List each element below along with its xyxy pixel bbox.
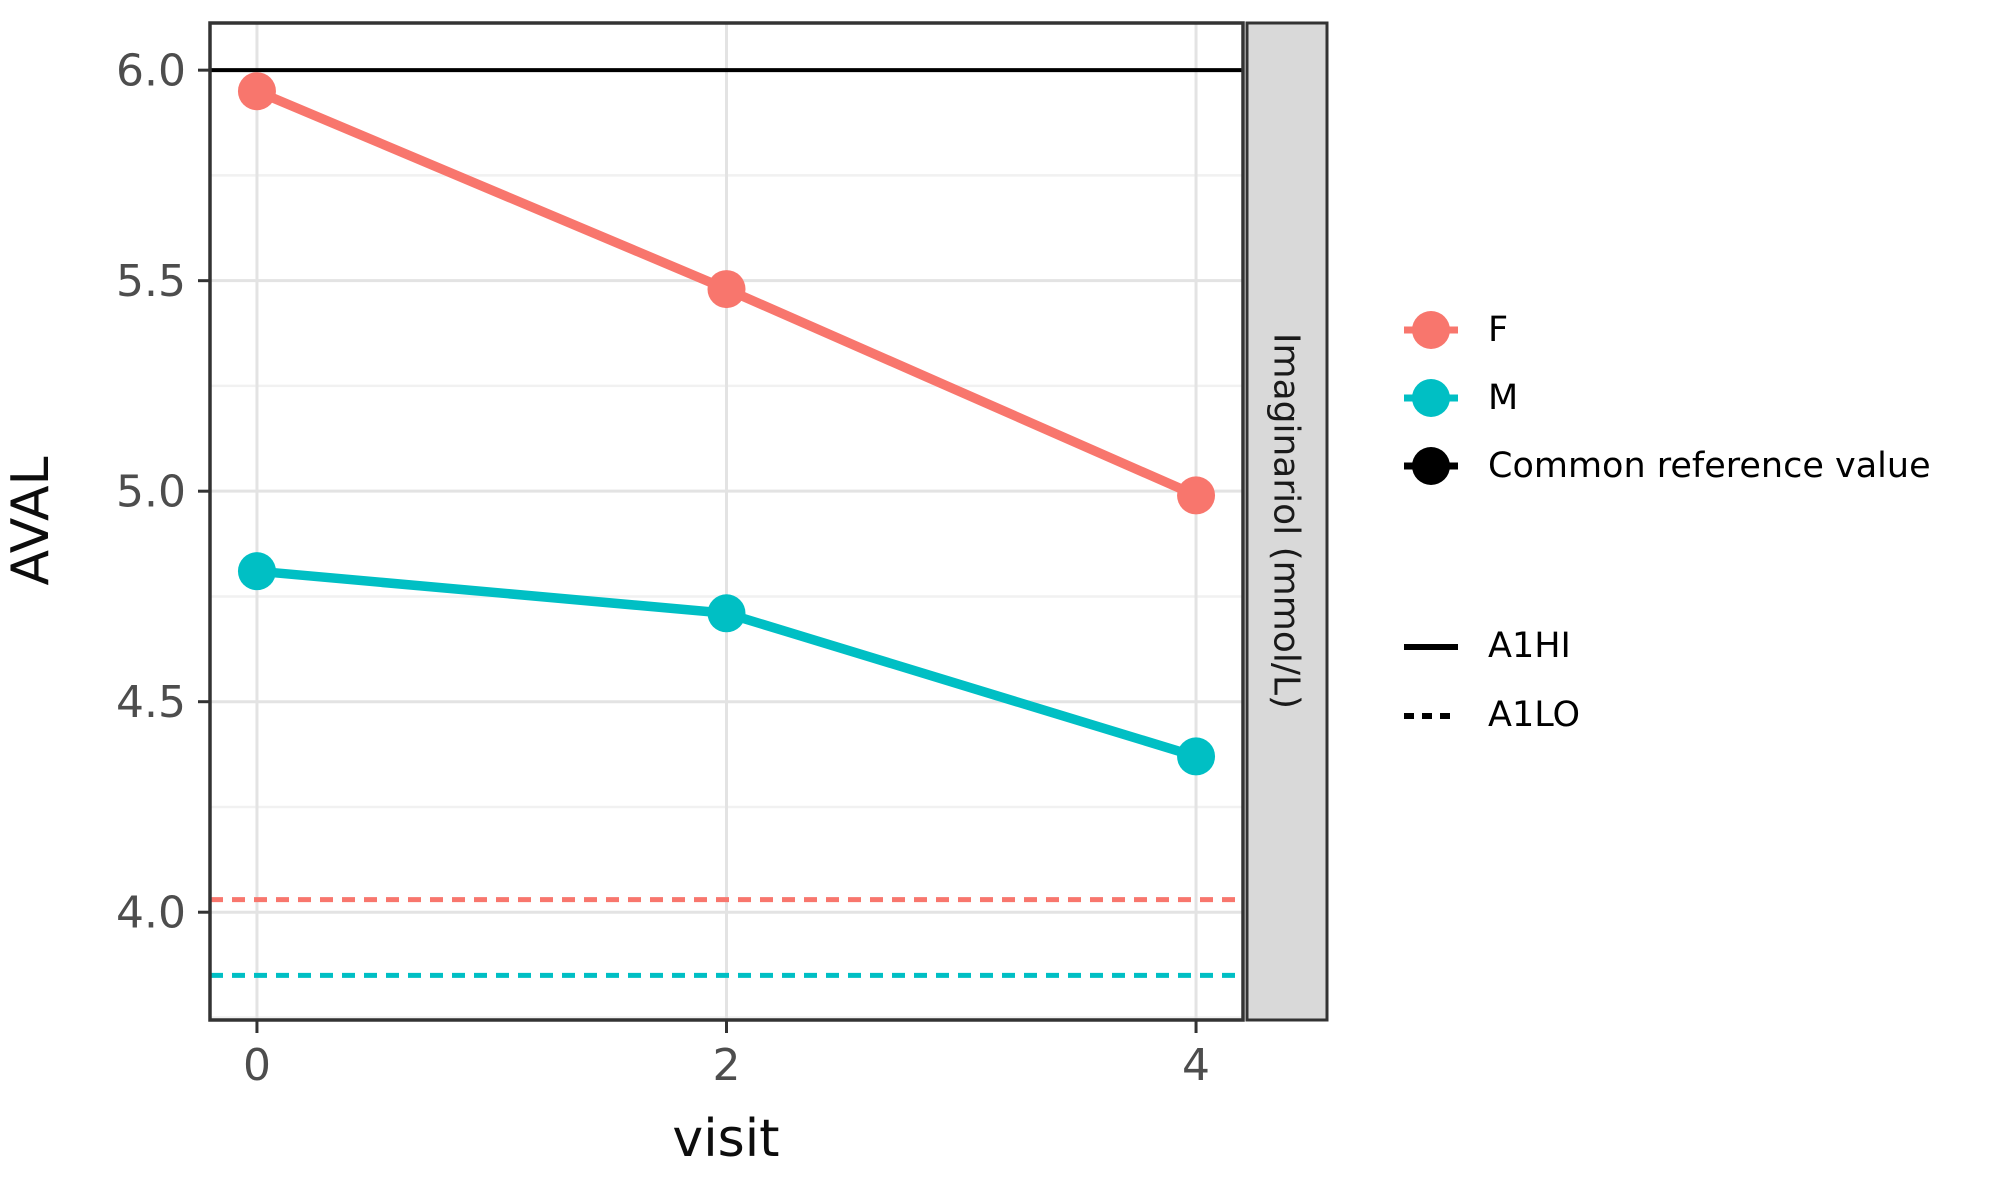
x-tick-label: 4: [1182, 1040, 1210, 1091]
reference-lines: [210, 68, 1243, 978]
legend-key-point-line-f-icon: [1404, 309, 1458, 351]
facet-strip-label: Imaginariol (mmol/L): [1265, 333, 1306, 709]
facet-strip: [1245, 21, 1329, 1022]
legend-key-point-line-m-icon: [1404, 377, 1458, 419]
legend-key-dashed: [1404, 712, 1458, 719]
x-tick-label: 0: [243, 1040, 271, 1091]
legend: F M Common reference value A1HI: [1404, 296, 1931, 750]
gridlines-major: [210, 23, 1243, 1020]
legend-item-a1lo: A1LO: [1404, 681, 1931, 750]
legend-label-common-reference-value: Common reference value: [1488, 445, 1931, 486]
data-point-m: [237, 552, 276, 591]
legend-key-point-line-ref-icon: [1404, 445, 1458, 487]
axis-ticks: 4.0 4.5 5.0 5.5 6.0 0 2 4: [116, 46, 1210, 1091]
legend-key-dashed-line-icon: [1404, 695, 1458, 737]
y-tick-label: 6.0: [116, 46, 186, 97]
y-axis-title: AVAL: [1, 456, 61, 585]
legend-item-m: M: [1404, 364, 1931, 432]
data-point-m: [1177, 737, 1216, 776]
data-series: [237, 72, 1216, 776]
legend-item-f: F: [1404, 296, 1931, 364]
data-point-f: [237, 72, 276, 111]
plot-canvas: Imaginariol (mmol/L) 4.04.55.05.56.00 2 4 …: [1, 21, 1329, 1169]
y-tick-label: 5.0: [116, 467, 186, 518]
legend-item-a1hi: A1HI: [1404, 612, 1931, 681]
x-tick-label: 2: [713, 1040, 741, 1091]
y-tick-label: 4.5: [116, 677, 186, 728]
legend-label-f: F: [1488, 309, 1509, 350]
y-tick-label: 5.5: [116, 256, 186, 307]
legend-label-a1lo: A1LO: [1488, 695, 1581, 735]
legend-group-gap: [1404, 500, 1931, 612]
y-tick-label: 4.0: [116, 888, 186, 939]
data-point-m: [707, 594, 746, 633]
legend-key-dot: [1412, 379, 1450, 417]
legend-key-dot: [1412, 447, 1450, 485]
legend-item-common-reference-value: Common reference value: [1404, 432, 1931, 500]
legend-key-solid: [1404, 643, 1458, 650]
legend-key-solid-line-icon: [1404, 626, 1458, 668]
legend-label-a1hi: A1HI: [1488, 626, 1571, 666]
x-axis-title: visit: [672, 1109, 779, 1169]
legend-key-dot: [1412, 311, 1450, 349]
data-point-f: [707, 270, 746, 309]
data-point-f: [1177, 476, 1216, 515]
legend-label-m: M: [1488, 377, 1519, 418]
